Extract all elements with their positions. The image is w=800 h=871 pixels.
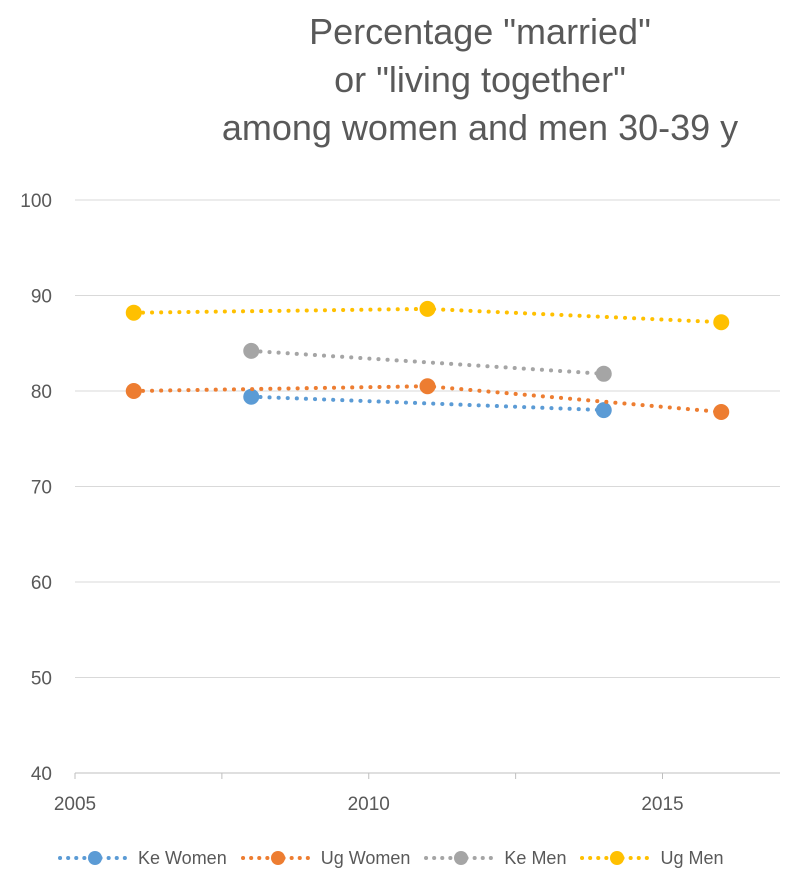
line-chart: 40 50 60 70 80 90 100 2005 2010 2015 bbox=[20, 191, 780, 815]
y-tick-label-100: 100 bbox=[20, 191, 52, 212]
legend-marker-ke-women bbox=[58, 851, 132, 865]
data-point-ug-women-2011 bbox=[419, 378, 436, 395]
x-tick-label-2005: 2005 bbox=[54, 794, 96, 815]
data-point-ke-women-2008 bbox=[243, 388, 260, 405]
y-tick-label-70: 70 bbox=[31, 478, 52, 499]
y-tick-label-50: 50 bbox=[31, 669, 52, 690]
legend-item-ke-women: Ke Women bbox=[58, 848, 227, 869]
legend-label-ke-women: Ke Women bbox=[138, 847, 227, 868]
data-point-ug-women-2016 bbox=[713, 404, 730, 421]
y-tick-label-80: 80 bbox=[31, 382, 52, 403]
legend-marker-ug-women bbox=[240, 851, 315, 865]
legend-label-ug-men: Ug Men bbox=[660, 847, 724, 868]
chart-title-line-1: Percentage "married" bbox=[309, 11, 651, 52]
series-line-ug-women bbox=[131, 384, 724, 414]
chart-legend: Ke Women Ug Women Ke Men Ug Men bbox=[58, 845, 738, 871]
x-tick-label-2010: 2010 bbox=[348, 794, 390, 815]
y-tick-label-40: 40 bbox=[31, 764, 52, 785]
data-point-ug-men-2011 bbox=[419, 300, 436, 317]
legend-item-ke-men: Ke Men bbox=[424, 848, 566, 869]
legend-label-ug-women: Ug Women bbox=[320, 847, 411, 868]
chart-title-line-2: or "living together" bbox=[334, 59, 626, 100]
legend-item-ug-women: Ug Women bbox=[240, 847, 411, 869]
data-point-ke-women-2014 bbox=[595, 402, 612, 419]
series-line-ug-men bbox=[131, 306, 724, 325]
y-tick-label-60: 60 bbox=[31, 573, 52, 594]
series-line-ke-men bbox=[249, 348, 606, 376]
chart-title-line-3: among women and men 30-39 y bbox=[221, 107, 739, 148]
data-point-ke-men-2014 bbox=[595, 365, 612, 382]
data-point-ug-men-2016 bbox=[713, 314, 730, 331]
legend-marker-ug-men bbox=[580, 851, 655, 865]
data-point-ke-men-2008 bbox=[243, 342, 260, 359]
y-tick-label-90: 90 bbox=[31, 287, 52, 308]
legend-label-ke-men: Ke Men bbox=[504, 847, 567, 868]
legend-item-ug-men: Ug Men bbox=[580, 847, 724, 869]
chart-title: Percentage "married" or "living together… bbox=[150, 8, 800, 152]
x-tick-label-2015: 2015 bbox=[641, 794, 683, 815]
data-point-ug-women-2006 bbox=[125, 383, 142, 399]
data-point-ug-men-2006 bbox=[125, 304, 142, 321]
legend-marker-ke-men bbox=[424, 851, 499, 865]
